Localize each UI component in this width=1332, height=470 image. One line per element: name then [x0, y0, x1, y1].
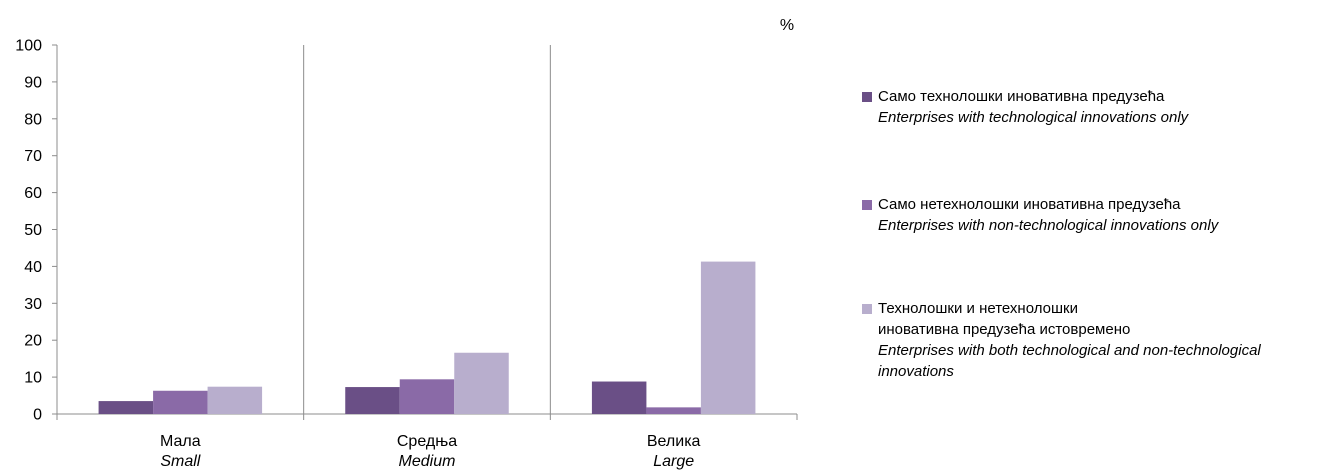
x-tick-label-en: Large	[653, 453, 694, 470]
y-tick-label: 60	[24, 185, 42, 202]
x-tick-label-en: Small	[160, 453, 200, 470]
x-tick-label: Мала	[160, 433, 201, 450]
bar	[153, 390, 208, 414]
legend-swatch	[862, 92, 872, 102]
y-tick-label: 40	[24, 259, 42, 276]
legend-swatch	[862, 304, 872, 314]
legend-label: Само нетехнолошки иновативна предузећа	[878, 196, 1181, 213]
y-axis-unit-label: %	[780, 17, 794, 34]
y-tick-label: 10	[24, 370, 42, 387]
bar	[700, 261, 756, 414]
y-tick-label: 90	[24, 74, 42, 91]
chart-axes	[52, 44, 798, 420]
y-tick-label: 80	[24, 111, 42, 128]
bar	[207, 386, 263, 414]
legend-label-en: Enterprises with non-technological innov…	[878, 217, 1219, 234]
bar	[454, 352, 509, 414]
y-tick-label: 50	[24, 222, 42, 239]
bar	[399, 379, 455, 414]
legend-label: Технолошки и нетехнолошки иновативна пре…	[878, 300, 1131, 338]
legend-label: Само технолошки иновативна предузећа	[878, 88, 1165, 105]
x-tick-label: Велика	[647, 433, 701, 450]
bar-chart: 0 10 20 30 40 50 60 70 80 90 100 Мала Small Средња Med…	[15, 17, 798, 470]
legend: Само технолошки иновативна предузећа Ent…	[862, 86, 1322, 382]
legend-swatch	[862, 200, 872, 210]
chart-bars	[98, 261, 756, 414]
legend-item-nontech-only: Само нетехнолошки иновативна предузећа E…	[862, 194, 1322, 298]
legend-item-tech-only: Само технолошки иновативна предузећа Ent…	[862, 86, 1322, 194]
x-tick-label-en: Medium	[399, 453, 456, 470]
chart-labels: 0 10 20 30 40 50 60 70 80 90 100 Мала Small Средња Med…	[15, 38, 700, 470]
y-tick-label: 0	[33, 407, 42, 424]
x-tick-label: Средња	[397, 433, 457, 450]
bar	[646, 407, 701, 414]
y-tick-label: 100	[15, 38, 42, 55]
y-tick-label: 30	[24, 296, 42, 313]
y-tick-label: 20	[24, 333, 42, 350]
legend-item-both: Технолошки и нетехнолошки иновативна пре…	[862, 298, 1318, 382]
bar	[345, 387, 400, 414]
legend-label-en: Enterprises with both technological and …	[878, 342, 1261, 380]
bar	[98, 401, 154, 414]
y-tick-label: 70	[24, 148, 42, 165]
bar	[591, 381, 647, 414]
legend-label-en: Enterprises with technological innovatio…	[878, 109, 1189, 126]
